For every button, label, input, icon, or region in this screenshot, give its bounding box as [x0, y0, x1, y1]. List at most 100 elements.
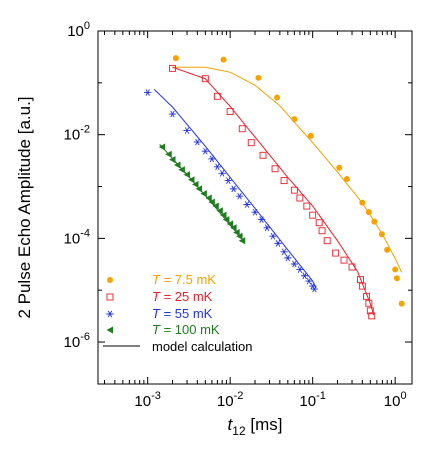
data-point	[218, 169, 226, 177]
data-point	[201, 75, 209, 83]
data-point	[332, 249, 340, 257]
data-point	[229, 185, 238, 193]
data-point	[359, 199, 366, 206]
data-point	[247, 139, 255, 147]
data-point	[213, 163, 221, 171]
data-point	[208, 198, 215, 206]
legend-model-label: model calculation	[152, 339, 252, 354]
model-curve	[172, 66, 403, 273]
data-point	[363, 292, 371, 300]
data-point	[226, 220, 234, 228]
data-point	[269, 232, 277, 240]
series-3	[158, 143, 246, 245]
data-point	[174, 161, 181, 169]
data-point	[274, 240, 282, 247]
data-point	[224, 177, 232, 184]
data-point	[343, 175, 350, 182]
data-point	[222, 216, 230, 224]
data-point	[183, 171, 191, 179]
model-curve	[153, 88, 317, 289]
x-tick-label: 10-2	[217, 390, 243, 410]
y-axis-title: 2 Pulse Echo Amplitude [a.u.]	[15, 96, 34, 318]
data-point	[384, 246, 391, 253]
data-point	[371, 218, 378, 225]
series-layer	[144, 55, 405, 320]
data-point	[165, 150, 172, 158]
data-point	[243, 201, 251, 208]
data-point	[280, 177, 288, 185]
data-point	[291, 116, 298, 123]
data-point	[238, 125, 246, 133]
data-point	[212, 202, 219, 210]
model-curve	[172, 66, 375, 316]
legend-label-0: T = 7.5 mK	[152, 272, 216, 287]
data-point	[393, 275, 400, 282]
data-point	[398, 300, 405, 307]
data-point	[368, 312, 376, 320]
x-axis-title-var: t	[228, 415, 234, 434]
data-point	[323, 237, 331, 245]
data-point	[216, 207, 223, 215]
x-axis-title-rest: [ms]	[246, 415, 283, 434]
data-point	[183, 127, 191, 134]
data-point	[251, 208, 259, 216]
data-point	[290, 260, 298, 268]
series-0	[172, 55, 405, 307]
legend-marker-3	[106, 326, 113, 334]
data-point	[259, 151, 267, 159]
data-point	[274, 94, 281, 101]
data-point	[169, 156, 176, 164]
data-point	[284, 254, 292, 262]
data-point	[169, 64, 176, 72]
data-point	[378, 231, 385, 238]
y-tick-label: 10-2	[64, 124, 90, 144]
data-point	[296, 194, 304, 202]
data-point	[230, 224, 237, 232]
x-tick-label: 10-3	[134, 390, 160, 410]
ticks-layer: 10-3 10-2 10-1 100 100 10-2 10-4 10-6	[64, 20, 412, 410]
data-point	[236, 232, 243, 240]
legend-marker-2	[106, 310, 114, 318]
data-point	[208, 155, 216, 163]
data-point	[158, 143, 166, 151]
x-tick-label: 10-1	[299, 390, 325, 410]
data-point	[365, 209, 372, 216]
data-point	[263, 224, 271, 232]
data-point	[358, 282, 366, 290]
data-point	[213, 92, 221, 100]
data-point	[290, 186, 298, 194]
legend-label-1: T = 25 mK	[152, 289, 213, 304]
data-point	[195, 185, 203, 193]
data-point	[188, 176, 195, 184]
data-point	[200, 190, 207, 198]
data-point	[307, 132, 314, 139]
data-point	[226, 108, 234, 115]
x-axis-title-sub: 12	[232, 424, 246, 438]
data-point	[178, 166, 185, 174]
data-point	[255, 74, 262, 81]
data-point	[301, 272, 309, 280]
data-point	[336, 164, 343, 171]
data-point	[201, 147, 209, 155]
data-point	[365, 299, 373, 307]
data-point	[280, 248, 288, 256]
data-point	[271, 165, 279, 173]
data-point	[233, 228, 240, 236]
data-point	[305, 277, 313, 285]
data-point	[172, 55, 179, 62]
x-axis-title: t12 [ms]	[228, 415, 283, 438]
data-point	[144, 89, 152, 96]
data-point	[193, 138, 201, 146]
data-point	[296, 266, 304, 273]
legend-marker-1	[106, 293, 114, 301]
data-point	[348, 263, 356, 271]
data-point	[357, 276, 364, 284]
data-point	[220, 56, 227, 63]
data-point	[315, 219, 323, 227]
data-point	[168, 110, 177, 118]
data-point	[309, 211, 317, 219]
x-tick-label: 100	[384, 390, 407, 410]
legend-label-2: T = 55 mK	[152, 306, 213, 321]
